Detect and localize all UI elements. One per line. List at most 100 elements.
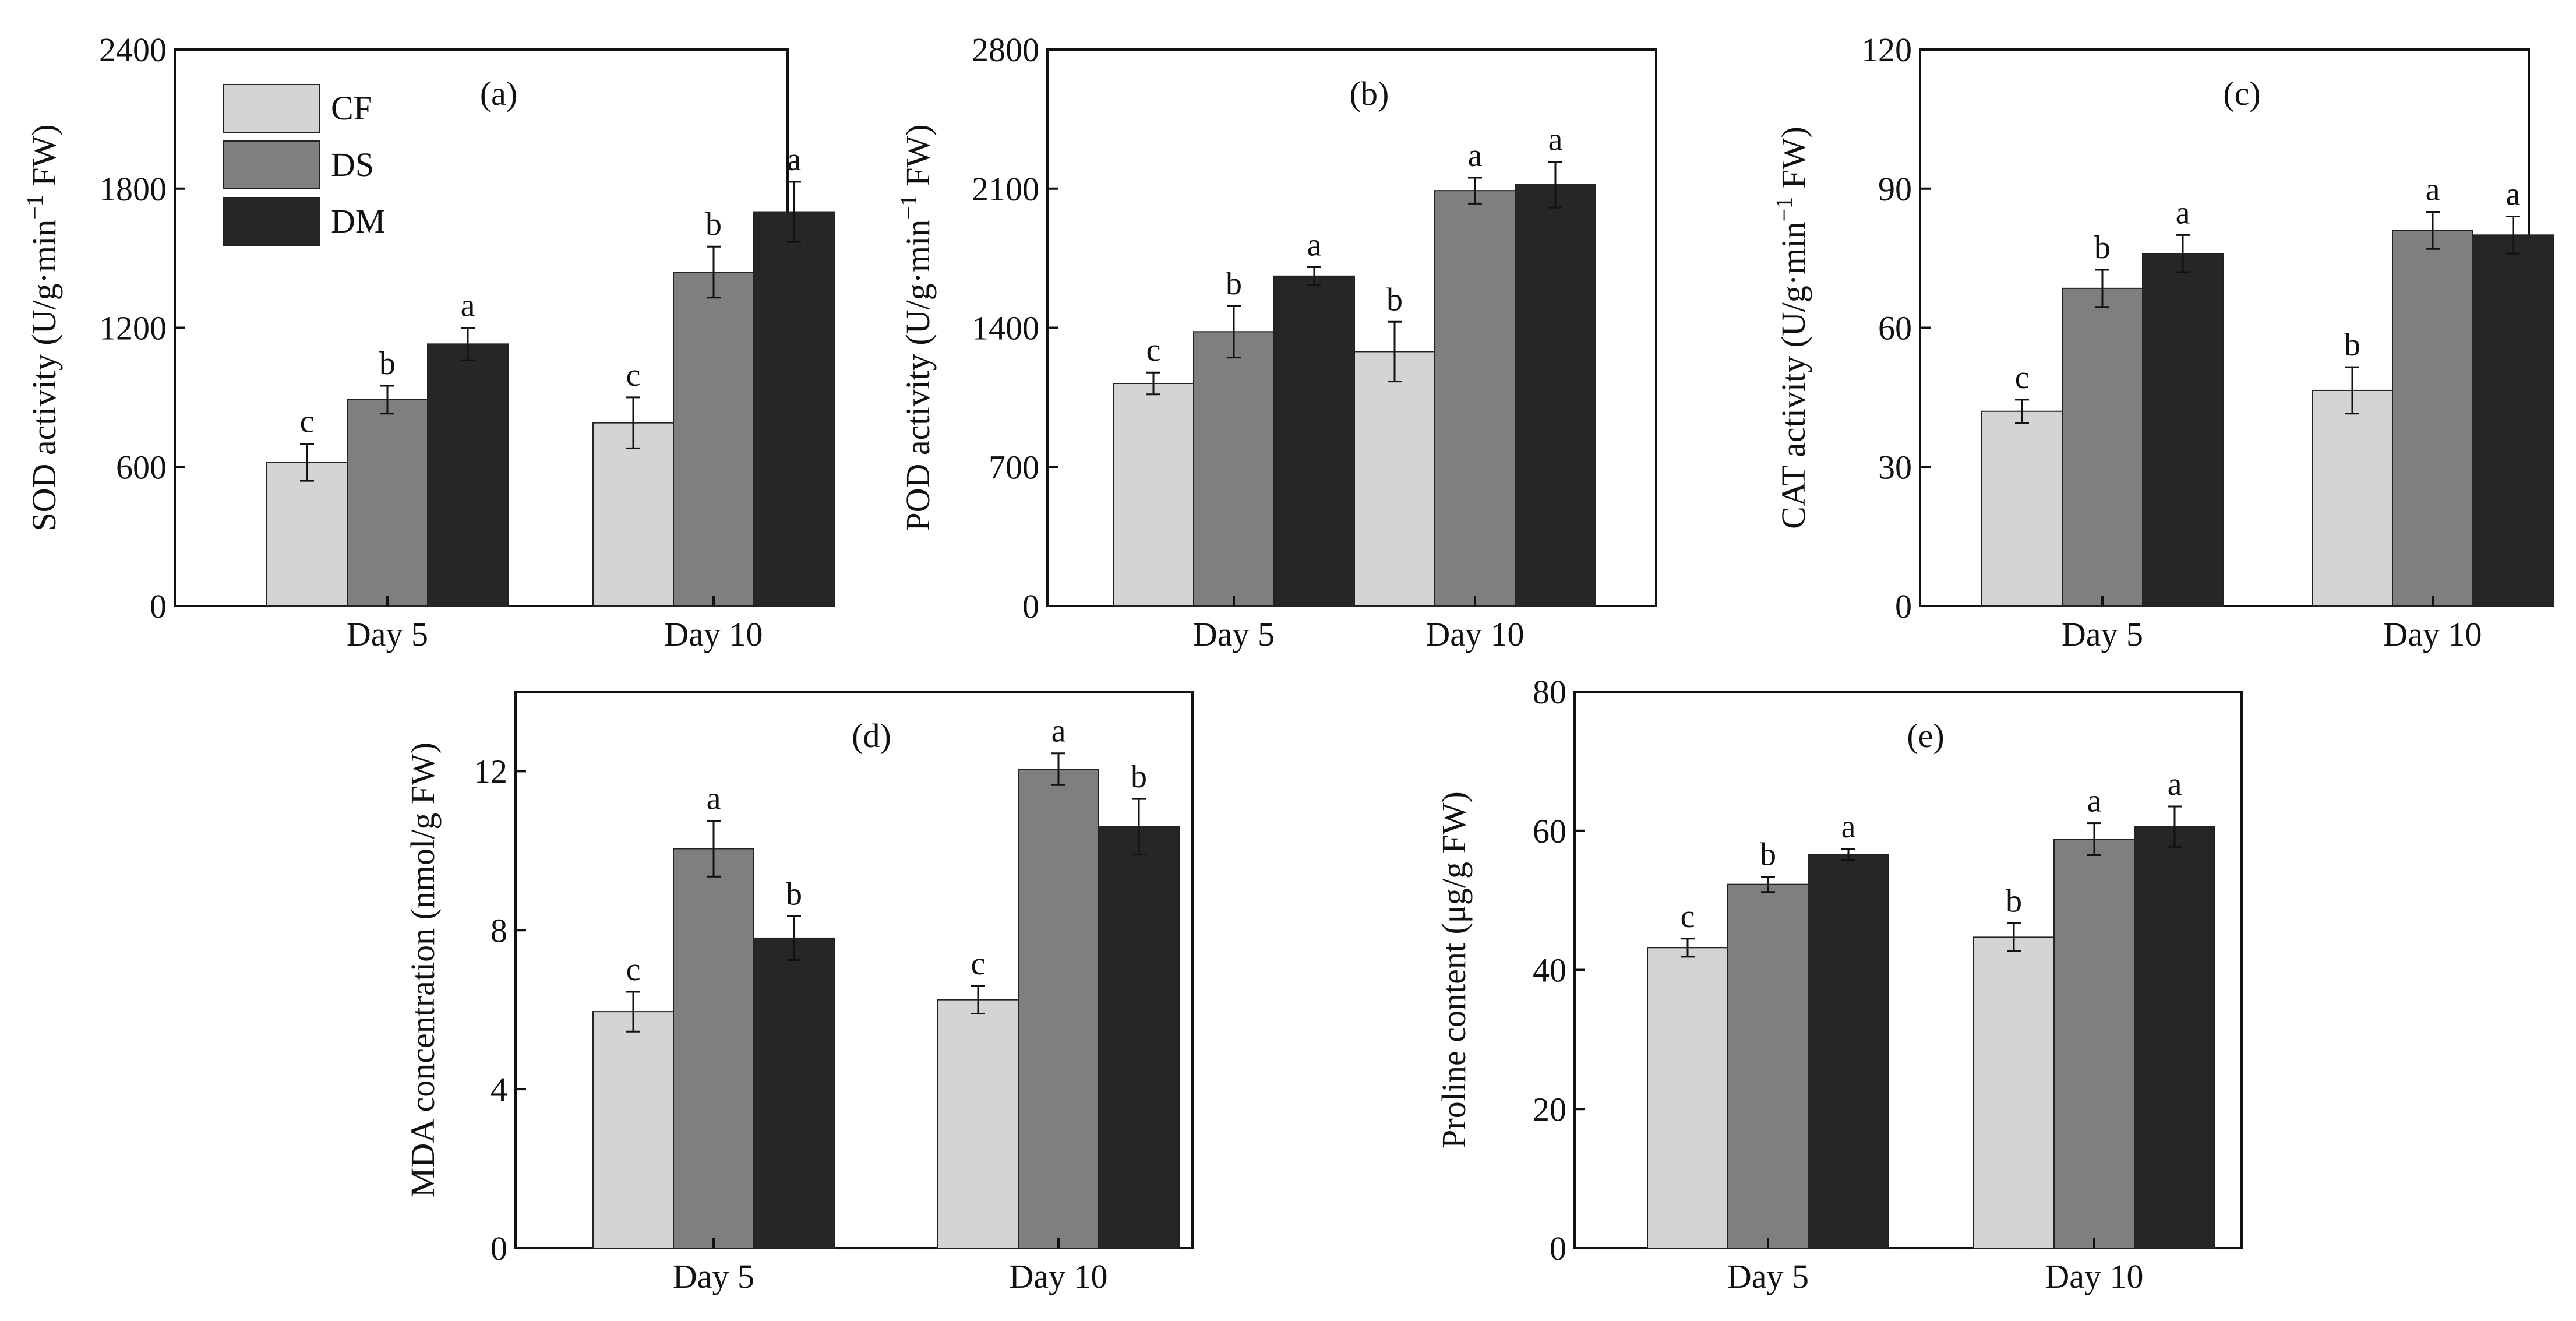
bar-cf [1113, 383, 1194, 607]
significance-letter: a [1307, 227, 1322, 263]
y-axis-title: MDA concentration (nmol/g FW) [404, 742, 442, 1197]
x-category-label: Day 10 [1009, 1257, 1107, 1295]
bar-ds [347, 399, 428, 607]
significance-letter: a [461, 288, 475, 324]
significance-letter: b [379, 346, 396, 382]
bar-ds [2392, 230, 2473, 607]
y-axis-title-main: CAT activity (U/g·min [1774, 222, 1812, 529]
bar-ds [1018, 769, 1099, 1249]
legend-label-dm: DM [331, 202, 385, 240]
bar-cf [266, 462, 348, 607]
significance-letter: a [2176, 195, 2190, 231]
significance-letter: a [787, 142, 802, 178]
bar-cf [592, 422, 674, 607]
y-axis-title-tail: FW) [1774, 126, 1812, 197]
significance-letter: a [1468, 138, 1483, 174]
bar-dm [1808, 854, 1889, 1249]
chart-panel-2: 0 700 1400 2100 2800 c b b a a a Day 5 Day 10 (b) POD … [895, 31, 1657, 653]
bar-cf [592, 1011, 674, 1249]
y-tick-label: 2800 [972, 31, 1039, 69]
y-tick-label: 8 [491, 911, 507, 949]
chart-panel-1: 0 600 1200 1800 2400 c c b b a a Day 5 Day 10 (a) SOD … [22, 31, 835, 653]
significance-letter: b [2094, 230, 2111, 266]
chart-panel-5: 0 20 40 60 80 c b b a a a Day 5 Day 10 (e) Proline con… [1435, 673, 2243, 1295]
y-tick-label: 2400 [99, 31, 167, 69]
y-axis-title: CAT activity (U/g·min−1 FW) [1771, 126, 1813, 529]
y-tick-label: 40 [1533, 952, 1566, 989]
panel-label: (b) [1350, 75, 1389, 112]
significance-letter: b [1131, 759, 1147, 795]
bar-ds [1193, 331, 1275, 607]
y-axis-title: POD activity (U/g·min−1 FW) [895, 124, 937, 531]
bar-cf [2312, 389, 2393, 607]
significance-letter: c [2015, 360, 2030, 396]
bar-cf [1354, 351, 1435, 607]
y-tick-label: 30 [1878, 448, 1912, 486]
x-category-label: Day 5 [1727, 1257, 1809, 1295]
significance-letter: a [2087, 783, 2102, 819]
y-axis-title-tail: FW) [899, 124, 937, 195]
y-axis-title-main: Proline content (μg/g FW) [1435, 791, 1473, 1149]
y-axis-title-superscript: −1 [895, 195, 922, 220]
bar-ds [2062, 287, 2143, 607]
x-category-label: Day 10 [2383, 615, 2482, 653]
bar-dm [427, 343, 509, 607]
x-category-label: Day 5 [1193, 615, 1275, 653]
y-axis-title-tail: FW) [25, 124, 63, 195]
chart-panel-4: 0 4 8 12 c c a a b b Day 5 Day 10 (d) MDA concentrati… [404, 691, 1194, 1295]
y-tick-label: 60 [1878, 309, 1912, 347]
panel-label: (c) [2223, 75, 2260, 112]
significance-letter: b [1226, 266, 1242, 302]
y-tick-label: 4 [491, 1070, 507, 1108]
y-tick-label: 0 [1550, 1230, 1566, 1267]
chart-panel-3: 0 30 60 90 120 c b b a a a Day 5 Day 10 (c) CAT activi… [1771, 31, 2554, 653]
significance-letter: a [707, 781, 721, 817]
legend-swatch-ds [223, 140, 320, 189]
y-tick-label: 20 [1533, 1090, 1566, 1128]
y-tick-label: 1200 [99, 309, 167, 347]
significance-letter: a [1051, 713, 1066, 749]
x-category-label: Day 5 [673, 1257, 754, 1295]
significance-letter: b [1760, 837, 1776, 873]
y-tick-label: 1400 [972, 309, 1039, 347]
x-category-label: Day 5 [347, 615, 428, 653]
bar-ds [1727, 883, 1809, 1249]
y-axis-title-superscript: −1 [1771, 197, 1797, 222]
panel-label: (e) [1907, 717, 1944, 755]
legend-swatch-cf [223, 84, 320, 133]
significance-letter: c [626, 357, 641, 393]
y-axis-title: Proline content (μg/g FW) [1435, 791, 1473, 1149]
significance-letter: c [300, 403, 315, 439]
y-axis-title-main: SOD activity (U/g·min [25, 220, 63, 531]
bar-dm [1273, 275, 1355, 607]
legend-label-cf: CF [331, 89, 372, 127]
significance-letter: c [1146, 332, 1161, 368]
y-tick-label: 2100 [972, 170, 1039, 208]
significance-letter: a [2426, 172, 2440, 208]
significance-letter: b [705, 206, 722, 242]
panel-label: (a) [480, 75, 517, 112]
y-tick-label: 700 [989, 448, 1039, 486]
y-tick-label: 0 [1022, 587, 1039, 625]
y-axis-title-main: POD activity (U/g·min [899, 220, 937, 531]
x-category-label: Day 10 [2045, 1257, 2143, 1295]
x-category-label: Day 10 [664, 615, 763, 653]
y-axis-title-main: MDA concentration (nmol/g FW) [404, 742, 442, 1197]
bar-dm [1515, 184, 1596, 607]
significance-letter: b [1386, 281, 1403, 318]
legend-label-ds: DS [331, 146, 374, 184]
bar-ds [2053, 839, 2135, 1249]
significance-letter: c [626, 952, 641, 988]
y-tick-label: 12 [474, 752, 507, 790]
significance-letter: b [2344, 327, 2360, 363]
y-tick-label: 0 [150, 587, 167, 625]
bar-cf [1973, 936, 2055, 1249]
x-category-label: Day 5 [2062, 615, 2143, 653]
y-axis-title: SOD activity (U/g·min−1 FW) [22, 124, 63, 531]
bar-dm [2142, 253, 2224, 607]
significance-letter: c [1681, 899, 1695, 935]
significance-letter: b [786, 876, 802, 912]
bar-dm [753, 937, 835, 1249]
